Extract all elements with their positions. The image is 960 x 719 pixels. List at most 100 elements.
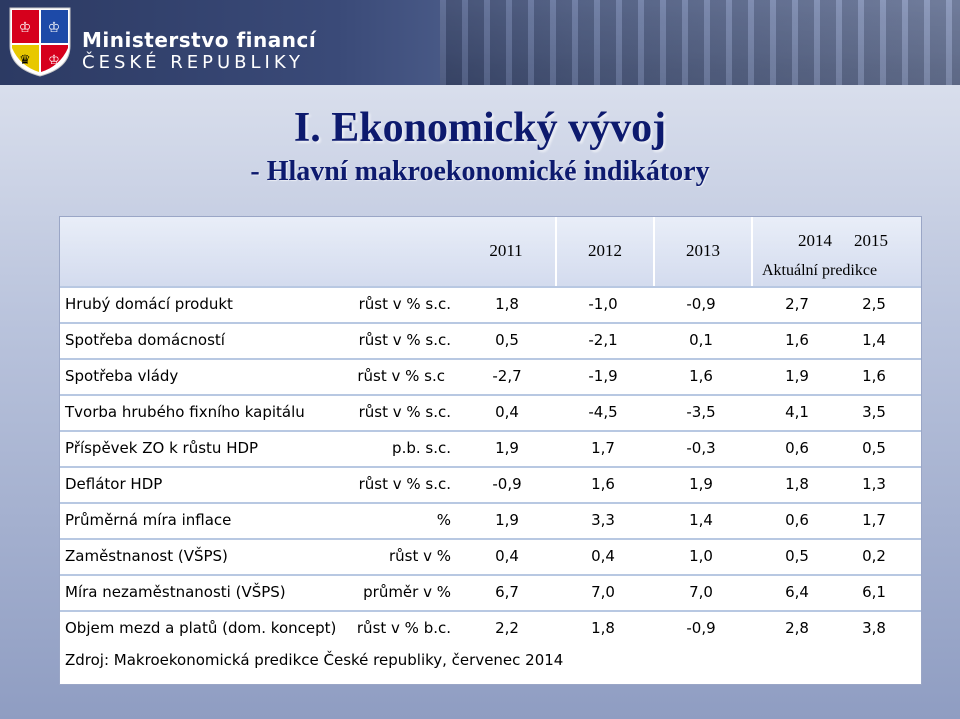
value-cell-2014: 2,7	[785, 295, 809, 313]
building-photo	[440, 0, 960, 85]
value-cell-2011: 0,5	[495, 331, 519, 349]
value-cell-2011: 2,2	[495, 619, 519, 637]
year-2014: 2014	[798, 231, 832, 250]
value-cell-2013: -0,9	[686, 619, 716, 637]
table-row: Tvorba hrubého fixního kapitálu růst v % …	[60, 395, 921, 429]
indicator-name: Tvorba hrubého fixního kapitálu	[65, 403, 305, 421]
value-cell-2012: 1,8	[591, 619, 615, 637]
row-separator	[60, 430, 921, 432]
value-cell-2013: 1,4	[689, 511, 713, 529]
svg-text:♛: ♛	[19, 53, 31, 68]
value-cell-2013: 7,0	[689, 583, 713, 601]
table-row: Příspěvek ZO k růstu HDP p.b. s.c. 1,9 1,7 -…	[60, 431, 921, 465]
year-2013: 2013	[686, 241, 720, 260]
ministry-name: Ministerstvo financí	[82, 28, 317, 52]
header-year-cell: 2012	[557, 217, 655, 287]
row-separator	[60, 610, 921, 612]
value-cell-2014: 1,9	[785, 367, 809, 385]
indicator-unit: p.b. s.c.	[392, 439, 451, 457]
value-cell-2012: 0,4	[591, 547, 615, 565]
value-cell-2012: 1,6	[591, 475, 615, 493]
header-forecast-cell: 2014 2015	[753, 217, 921, 287]
row-separator	[60, 322, 921, 324]
value-cell-2014: 0,5	[785, 547, 809, 565]
value-cell-2011: -2,7	[492, 367, 522, 385]
row-separator	[60, 466, 921, 468]
table-row: Míra nezaměstnanosti (VŠPS) průměr v % 6,7…	[60, 575, 921, 609]
value-cell-2011: 1,9	[495, 511, 519, 529]
value-cell-2011: -0,9	[492, 475, 522, 493]
indicator-unit: růst v % s.c.	[358, 295, 451, 313]
page-title: I. Ekonomický vývoj	[293, 105, 667, 151]
table-row: Spotřeba vlády růst v % s.c -2,7 -1,9 1,6 1,9…	[60, 359, 921, 393]
value-cell-2015: 1,7	[862, 511, 886, 529]
value-cell-2012: -1,0	[588, 295, 618, 313]
table-row: Průměrná míra inflace% 1,9 3,3 1,4 0,6 1,7	[60, 503, 921, 537]
value-cell-2013: 0,1	[689, 331, 713, 349]
indicator-name: Příspěvek ZO k růstu HDP	[65, 439, 259, 457]
coat-of-arms-icon: ♔ ♔ ♛ ♔	[9, 7, 71, 77]
indicator-name: Zaměstnanost (VŠPS)	[65, 547, 228, 565]
value-cell-2014: 1,8	[785, 475, 809, 493]
table-row: Zaměstnanost (VŠPS) růst v % 0,4 0,4 1,0 0,5 0…	[60, 539, 921, 573]
value-cell-2015: 3,8	[862, 619, 886, 637]
source-note: Zdroj: Makroekonomická predikce České re…	[65, 651, 564, 669]
forecast-label: Aktuální predikce	[762, 262, 878, 279]
value-cell-2015: 1,3	[862, 475, 886, 493]
value-cell-2011: 1,9	[495, 439, 519, 457]
value-cell-2013: 1,0	[689, 547, 713, 565]
row-separator	[60, 502, 921, 504]
table-row: Hrubý domácí produkt růst v % s.c. 1,8 -1,0…	[60, 287, 921, 321]
table-header: 2011 2012 2013 2014 2015 Aktuální predik…	[60, 217, 921, 287]
indicator-name: Průměrná míra inflace	[65, 511, 232, 529]
svg-text:♔: ♔	[48, 53, 60, 68]
svg-text:♔: ♔	[48, 20, 61, 36]
value-cell-2013: -3,5	[686, 403, 716, 421]
value-cell-2011: 6,7	[495, 583, 519, 601]
value-cell-2015: 6,1	[862, 583, 886, 601]
value-cell-2012: -1,9	[588, 367, 618, 385]
row-separator	[60, 358, 921, 360]
table-row: Spotřeba domácností růst v % s.c. 0,5 -2,1 0…	[60, 323, 921, 357]
year-2011: 2011	[489, 241, 523, 260]
indicator-unit: růst v % s.c.	[358, 403, 451, 421]
indicator-name: Spotřeba domácností	[65, 331, 225, 349]
value-cell-2011: 0,4	[495, 403, 519, 421]
value-cell-2012: 7,0	[591, 583, 615, 601]
value-cell-2011: 1,8	[495, 295, 519, 313]
indicator-name: Hrubý domácí produkt	[65, 295, 233, 313]
header-label-cell	[60, 217, 459, 287]
value-cell-2015: 1,6	[862, 367, 886, 385]
header-banner: ♔ ♔ ♛ ♔ Ministerstvo financí ČESKÉ REPUB…	[0, 0, 960, 85]
indicator-name: Deflátor HDP	[65, 475, 163, 493]
year-2012: 2012	[588, 241, 622, 260]
indicator-unit: růst v % s.c.	[358, 331, 451, 349]
value-cell-2011: 0,4	[495, 547, 519, 565]
indicators-table: 2011 2012 2013 2014 2015 Aktuální predik…	[59, 216, 922, 685]
row-separator	[60, 538, 921, 540]
row-separator	[60, 286, 921, 288]
value-cell-2015: 1,4	[862, 331, 886, 349]
value-cell-2015: 0,2	[862, 547, 886, 565]
header-year-cell: 2013	[655, 217, 753, 287]
indicator-unit: růst v % s.c.	[358, 475, 451, 493]
value-cell-2014: 4,1	[785, 403, 809, 421]
indicator-name: Spotřeba vlády	[65, 367, 179, 385]
value-cell-2014: 0,6	[785, 511, 809, 529]
indicator-unit: %	[436, 511, 451, 529]
header-year-cell: 2011	[457, 217, 557, 287]
value-cell-2013: 1,6	[689, 367, 713, 385]
ministry-subtitle: ČESKÉ REPUBLIKY	[82, 52, 305, 73]
value-cell-2013: 1,9	[689, 475, 713, 493]
value-cell-2013: -0,9	[686, 295, 716, 313]
value-cell-2012: 1,7	[591, 439, 615, 457]
value-cell-2015: 3,5	[862, 403, 886, 421]
indicator-unit: průměr v %	[363, 583, 451, 601]
indicator-unit: růst v % s.c	[357, 367, 445, 385]
value-cell-2012: -2,1	[588, 331, 618, 349]
page-subtitle: - Hlavní makroekonomické indikátory	[250, 156, 710, 187]
value-cell-2014: 0,6	[785, 439, 809, 457]
table-row: Objem mezd a platů (dom. koncept) růst v …	[60, 611, 921, 645]
svg-text:♔: ♔	[19, 20, 32, 36]
indicator-unit: růst v % b.c.	[356, 619, 451, 637]
